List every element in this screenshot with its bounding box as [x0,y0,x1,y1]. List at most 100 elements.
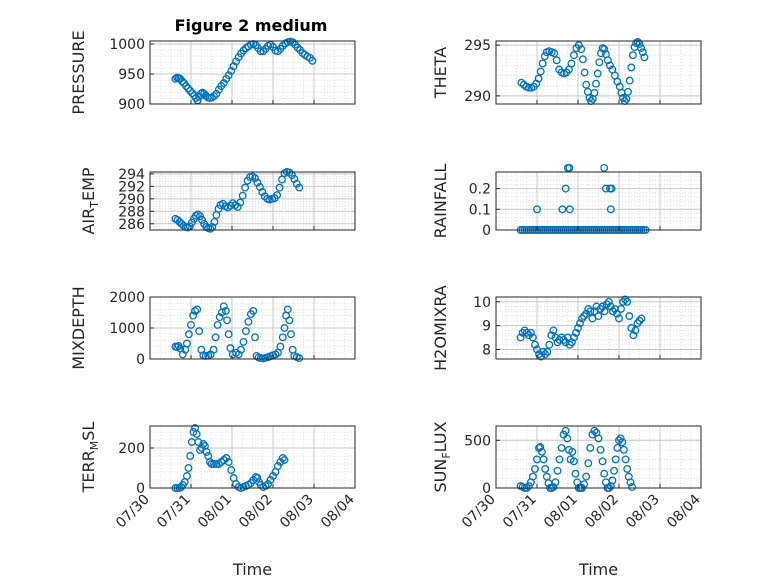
data-point-marker [619,445,628,454]
data-point-marker [269,472,277,480]
data-point-marker [584,459,593,468]
data-point-marker [171,74,180,83]
data-point-marker [213,320,222,329]
data-point-marker [567,338,576,347]
data-point-marker [623,464,632,473]
data-point-marker [537,352,546,361]
data-point-marker [572,328,580,337]
data-point-marker [184,464,193,472]
data-point-marker [577,45,586,54]
data-point-marker [567,59,576,68]
data-point-marker [244,317,253,326]
data-point-marker [536,443,545,451]
data-point-marker [533,205,541,214]
data-point-marker [543,347,552,356]
data-point-marker [563,434,572,443]
data-point-marker [202,448,211,456]
data-point-marker [569,457,578,466]
y-tick-label: 200 [118,441,145,457]
data-point-marker [528,472,537,481]
data-point-marker [226,201,235,210]
data-point-marker [253,474,262,482]
data-point-marker [603,56,612,65]
y-tick-label: 500 [464,433,491,449]
data-point-marker [582,309,591,318]
data-point-marker [600,163,609,172]
data-point-marker [539,455,548,464]
y-tick-label: 0 [136,481,145,497]
axes-frame [149,40,356,105]
data-point-marker [628,483,637,491]
data-point-marker [288,38,297,47]
axes-frame [495,296,702,360]
data-point-marker [182,472,191,480]
data-point-marker [210,460,218,468]
data-point-marker [596,304,605,313]
data-point-marker [232,57,241,66]
data-point-marker [629,331,638,340]
data-point-marker [182,339,191,348]
data-point-marker [590,88,599,97]
data-point-marker [273,462,282,470]
data-point-marker [276,458,285,466]
data-point-marker [618,438,627,447]
data-point-marker [187,320,195,329]
data-point-marker [571,469,580,478]
data-point-marker [558,205,567,214]
plot-area [150,41,355,104]
data-point-marker [189,311,198,320]
data-point-marker [601,184,610,193]
data-point-marker [606,61,614,70]
data-point-marker [224,458,233,466]
data-point-marker [295,183,304,192]
data-point-marker [209,345,218,354]
data-point-marker [538,59,547,68]
data-point-marker [580,68,589,77]
data-point-marker [624,87,632,96]
data-point-marker [559,335,568,344]
data-point-marker [541,464,550,473]
data-point-marker [236,198,245,207]
y-tick-label: 0.2 [469,182,491,198]
y-tick-label: 292 [118,179,145,195]
data-point-marker [600,45,609,54]
data-point-marker [207,460,216,468]
data-point-marker [253,178,262,187]
y-tick-label: 8 [482,342,491,358]
data-point-marker [212,89,221,98]
data-point-marker [287,330,295,339]
data-point-marker [259,47,268,56]
data-point-marker [283,305,292,314]
data-point-marker [606,302,615,311]
data-point-marker [273,191,282,200]
y-axis-label: SUNFLUX [431,421,453,492]
data-point-marker [276,342,285,351]
data-point-marker [613,309,621,318]
data-point-marker [215,313,224,322]
data-point-marker [198,216,207,224]
data-point-marker [194,210,202,219]
data-point-marker [539,347,548,356]
data-point-marker [214,460,223,468]
data-point-marker [598,457,607,466]
data-point-marker [524,331,533,340]
data-point-marker [241,327,250,336]
data-point-marker [293,43,302,52]
data-point-marker [537,447,546,456]
data-point-marker [251,333,259,342]
data-point-marker [625,76,634,85]
y-tick-label: 2000 [109,290,145,306]
data-point-marker [238,191,247,200]
data-point-marker [598,302,607,311]
axes-frame [149,171,356,231]
data-point-marker [593,69,602,78]
data-point-marker [590,426,599,435]
data-point-marker [531,464,539,473]
data-point-marker [186,86,195,95]
data-point-marker [621,455,630,464]
data-point-marker [210,217,219,226]
y-tick-label: 0 [482,223,491,239]
data-point-marker [251,174,259,183]
